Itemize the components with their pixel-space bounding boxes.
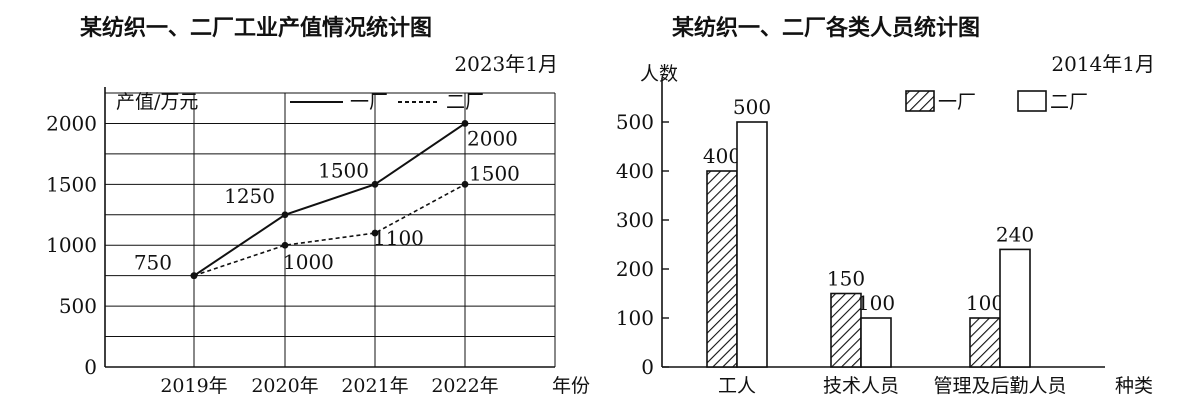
y-tick-label: 1000: [46, 233, 97, 257]
data-label: 750: [134, 251, 172, 275]
y-tick-label: 0: [84, 355, 97, 379]
x-tick-label: 2019年: [160, 375, 227, 397]
legend-swatch-bar-2: [1017, 90, 1047, 112]
data-point: [461, 120, 469, 127]
legend-label-bar-1: 一厂: [938, 91, 976, 113]
data-label: 1500: [318, 158, 369, 182]
bar-label: 400: [703, 144, 741, 168]
data-label: 2000: [467, 126, 518, 150]
data-label: 1100: [373, 226, 424, 250]
bar-chart-xlabel: 种类: [1115, 375, 1153, 397]
line-chart-ylabel: 产值/万元: [116, 91, 198, 113]
y-tick-label: 300: [616, 208, 654, 232]
y-tick-label: 1500: [46, 172, 97, 196]
x-tick-label: 管理及后勤人员: [933, 375, 1066, 397]
bar-2: [736, 121, 768, 368]
y-tick-label: 500: [616, 110, 654, 134]
bar-label: 100: [857, 291, 895, 315]
data-label: 1500: [469, 161, 520, 185]
legend-label-line-1: 一厂: [350, 91, 388, 113]
legend-label-bar-2: 二厂: [1050, 91, 1088, 113]
x-tick-label: 工人: [718, 375, 756, 397]
y-tick-label: 200: [616, 257, 654, 281]
line-chart-xlabel: 年份: [552, 375, 590, 397]
data-point: [281, 211, 289, 219]
y-tick-label: 0: [641, 355, 654, 379]
bar-2: [999, 248, 1031, 368]
data-point: [461, 180, 469, 188]
series-line-1: [193, 122, 466, 277]
x-tick-label: 2021年: [341, 375, 408, 397]
series-line-2: [193, 183, 466, 277]
x-tick-label: 2022年: [431, 375, 498, 397]
x-tick-label: 2020年: [251, 375, 318, 397]
bar-chart-ylabel: 人数: [640, 63, 678, 85]
bar-label: 240: [996, 222, 1034, 246]
line-chart-title: 某纺织一、二厂工业产值情况统计图: [80, 15, 432, 41]
bar-2: [860, 317, 892, 368]
data-point: [371, 180, 379, 188]
data-point: [190, 272, 198, 280]
y-tick-label: 400: [616, 159, 654, 183]
data-point: [371, 229, 379, 237]
bar-1: [830, 292, 862, 368]
x-tick-label: 技术人员: [823, 375, 899, 397]
bar-label: 100: [966, 291, 1004, 315]
data-point: [281, 241, 289, 249]
line-chart-date: 2023年1月: [454, 52, 558, 76]
bar-1: [706, 170, 738, 368]
data-label: 1250: [224, 184, 275, 208]
y-tick-label: 2000: [46, 111, 97, 135]
y-tick-label: 500: [59, 294, 97, 318]
legend-swatch-bar-1: [905, 90, 935, 112]
bar-chart-date: 2014年1月: [1051, 52, 1155, 76]
bar-label: 150: [827, 267, 865, 291]
data-label: 1000: [283, 250, 334, 274]
bar-1: [969, 317, 1001, 368]
bar-label: 500: [733, 95, 771, 119]
y-tick-label: 100: [616, 306, 654, 330]
bar-chart-title: 某纺织一、二厂各类人员统计图: [672, 15, 980, 41]
